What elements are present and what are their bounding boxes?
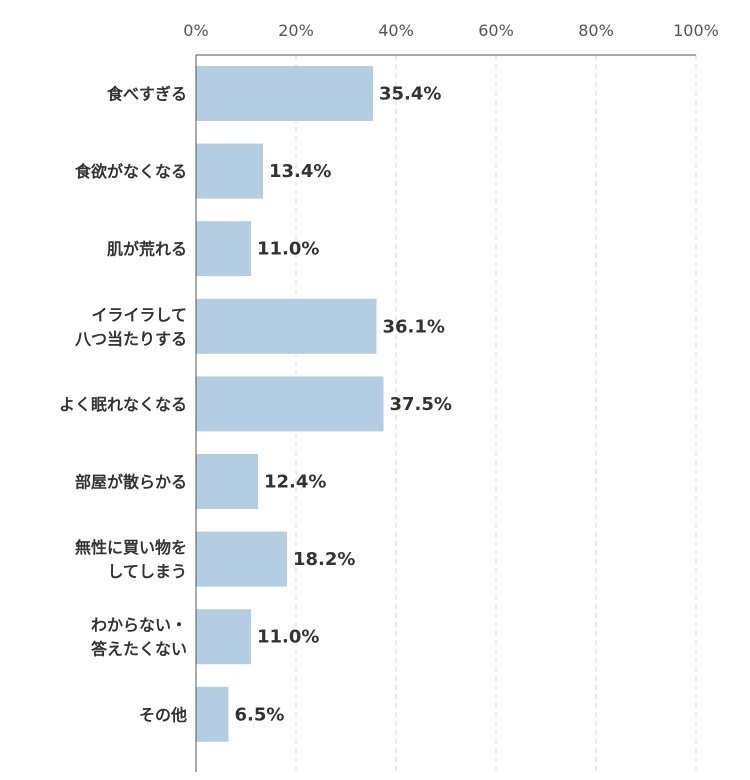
gridlines: [295, 55, 697, 772]
x-tick-label-40: 40%: [378, 21, 414, 40]
category-labels: 35.4% 食べすぎる 13.4% 食欲がなくなる 11.0% 肌が荒れる 36.1% イライ…: [59, 84, 452, 726]
data-label-1: 13.4%: [269, 161, 331, 182]
x-tick-label-80: 80%: [578, 21, 614, 40]
bar-6: [196, 531, 287, 587]
bar-1: [196, 143, 263, 199]
bar-5: [196, 454, 258, 509]
data-label-6: 18.2%: [293, 549, 355, 570]
bars: [196, 66, 384, 742]
bar-0: [196, 66, 373, 121]
category-label-4: よく眠れなくなる: [59, 395, 187, 414]
x-tick-label-60: 60%: [478, 21, 514, 40]
data-label-7: 11.0%: [257, 627, 319, 648]
category-label-3: イライラして八つ当たりする: [74, 305, 187, 348]
x-tick-label-100: 100%: [673, 21, 719, 40]
category-label-6: 無性に買い物をしてしまう: [75, 538, 187, 581]
bar-2: [196, 221, 251, 277]
x-tick-label-20: 20%: [278, 21, 314, 40]
bar-8: [196, 686, 229, 742]
category-label-1: 食欲がなくなる: [74, 162, 187, 181]
bar-4: [196, 376, 384, 432]
data-label-2: 11.0%: [257, 239, 319, 260]
x-axis-ticks: 0% 20% 40% 60% 80% 100%: [183, 21, 719, 56]
data-label-4: 37.5%: [390, 394, 452, 415]
data-label-5: 12.4%: [264, 472, 326, 493]
x-tick-label-0: 0%: [183, 21, 208, 40]
bar-7: [196, 609, 251, 665]
data-label-0: 35.4%: [379, 84, 441, 105]
category-label-2: 肌が荒れる: [107, 240, 187, 259]
bar-3: [196, 298, 377, 354]
category-label-8: その他: [139, 705, 187, 724]
category-label-7: わからない・答えたくない: [91, 616, 187, 659]
category-label-0: 食べすぎる: [106, 85, 187, 104]
data-label-8: 6.5%: [235, 704, 285, 725]
category-label-5: 部屋が散らかる: [75, 473, 187, 492]
data-label-3: 36.1%: [383, 316, 445, 337]
